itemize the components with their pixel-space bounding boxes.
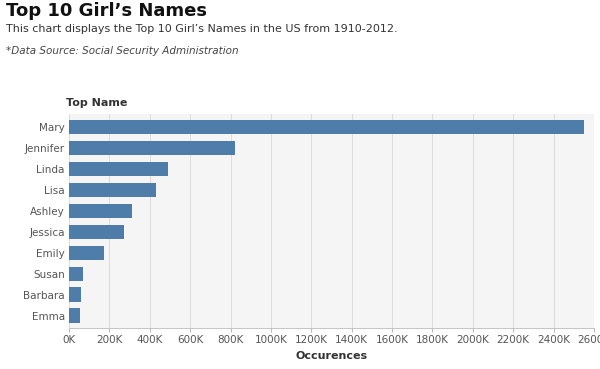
Bar	[69, 183, 156, 197]
Text: *Data Source: Social Security Administration: *Data Source: Social Security Administra…	[6, 46, 239, 56]
Text: This chart displays the Top 10 Girl’s Names in the US from 1910-2012.: This chart displays the Top 10 Girl’s Na…	[6, 24, 398, 34]
Bar	[69, 141, 235, 155]
Bar	[69, 120, 584, 134]
Bar	[69, 287, 81, 302]
Bar	[69, 245, 104, 260]
Bar	[69, 162, 168, 176]
X-axis label: Occurences: Occurences	[295, 351, 368, 361]
Bar	[69, 225, 124, 239]
Text: Top 10 Girl’s Names: Top 10 Girl’s Names	[6, 2, 207, 20]
Bar	[69, 308, 80, 323]
Bar	[69, 266, 83, 281]
Bar	[69, 204, 131, 218]
Text: Top Name: Top Name	[67, 98, 128, 108]
